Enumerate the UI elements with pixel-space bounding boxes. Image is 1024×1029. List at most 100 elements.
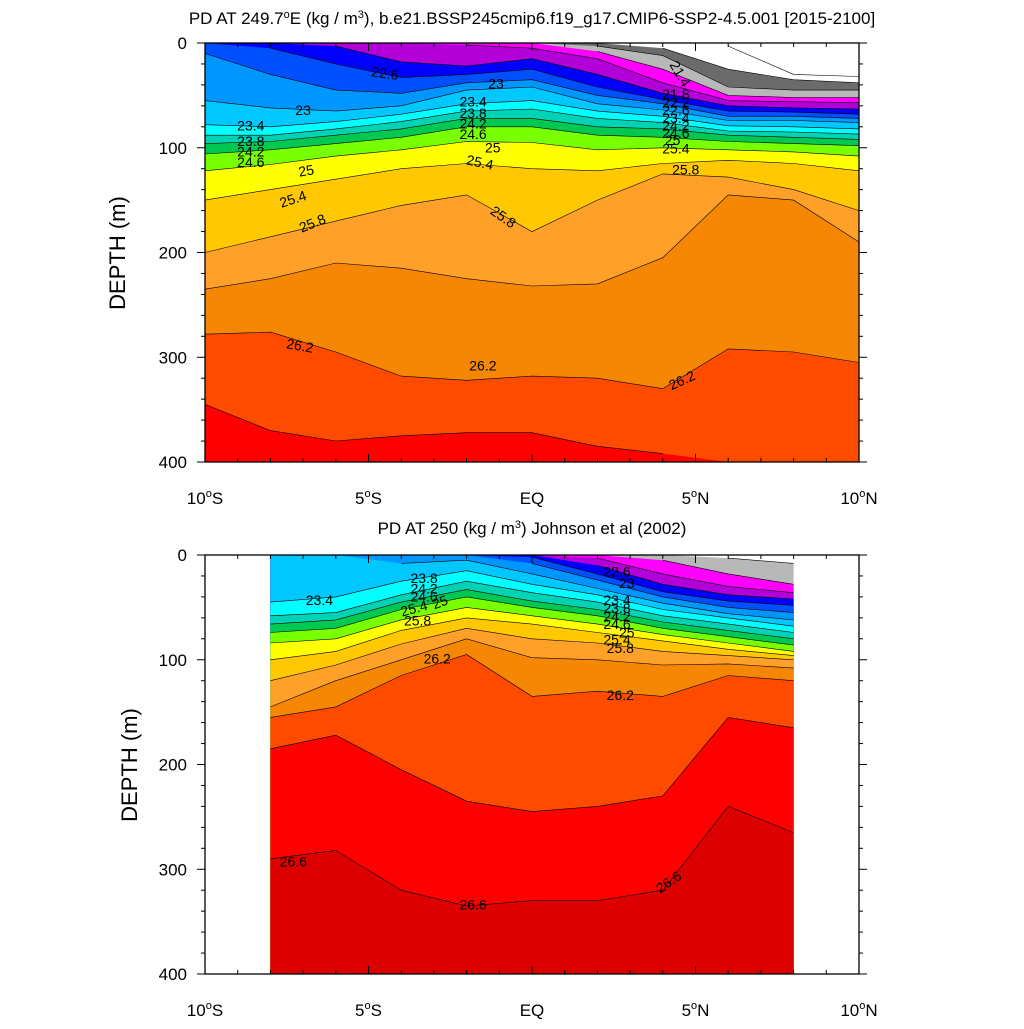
- contour-label: 22.6: [603, 564, 630, 580]
- contour-line: [662, 559, 794, 585]
- contour-line: [270, 580, 794, 633]
- axis-ticks: 10oS 5oS EQ 5oN 10oN 0 100 200 300 400: [159, 546, 878, 1020]
- panel-johnson-2002: PD AT 250 (kg / m3) Johnson et al (2002)…: [117, 519, 878, 1020]
- contour-label: 21.8: [662, 86, 689, 102]
- contour-line: [662, 47, 860, 84]
- contour-line: [204, 173, 860, 253]
- contour-line: [270, 570, 794, 627]
- contour-label: 25.8: [404, 613, 431, 629]
- contour-band: [205, 404, 859, 462]
- contour-label: 25: [619, 624, 635, 640]
- contour-line: [270, 596, 794, 646]
- axis-ticks: 10oS 5oS EQ 5oN 10oN 0 100 200 300 400: [159, 34, 878, 508]
- y-axis-label: DEPTH (m): [105, 196, 130, 310]
- panel-cesm-ssp245: PD AT 249.7oE (kg / m3), b.e21.BSSP245cm…: [105, 9, 878, 508]
- contour-line: [270, 717, 794, 812]
- contour-line: [204, 331, 860, 390]
- contour-line: [270, 627, 794, 681]
- contour-lines: [270, 556, 794, 907]
- contour-label: 25.8: [607, 640, 634, 656]
- contour-label: 26.2: [607, 687, 634, 703]
- contour-label: 24.6: [237, 154, 264, 170]
- contour-label: 24.6: [410, 589, 437, 605]
- contour-label: 23: [488, 76, 504, 92]
- contour-line: [335, 45, 860, 110]
- chart-title: PD AT 250 (kg / m3) Johnson et al (2002): [378, 519, 687, 538]
- contour-line: [597, 557, 794, 593]
- contour-label: 25.4: [465, 152, 495, 173]
- contour-label: 24.2: [410, 580, 437, 596]
- contour-line: [204, 86, 860, 123]
- contour-label: 23.8: [459, 105, 486, 121]
- contour-line: [205, 108, 860, 136]
- contour-label: 22.6: [370, 63, 399, 83]
- contour-line: [270, 654, 794, 718]
- contour-label: 25: [430, 592, 450, 612]
- contour-label: 23.8: [237, 133, 264, 149]
- x-tick-label: 5oN: [682, 1000, 710, 1020]
- contour-label: 23.8: [603, 600, 630, 616]
- contour-band: [205, 332, 859, 462]
- contour-label: 22.2: [662, 95, 689, 111]
- contour-lines: [204, 44, 860, 454]
- contour-band: [270, 806, 794, 974]
- contour-label: 25.4: [603, 632, 630, 648]
- contour-line: [270, 589, 794, 640]
- contour-label: 22.6: [662, 102, 689, 118]
- contour-line: [270, 607, 794, 652]
- contour-label: 25.4: [662, 141, 689, 157]
- x-tick-label: 10oS: [187, 488, 223, 508]
- contour-line: [270, 617, 794, 661]
- y-tick-label: 200: [159, 756, 187, 775]
- x-tick-label: 10oN: [840, 488, 877, 508]
- contour-label: 24.2: [459, 115, 486, 131]
- contour-label: 23.4: [459, 93, 486, 109]
- x-tick-label: EQ: [520, 1001, 545, 1020]
- contour-label: 25.8: [672, 162, 699, 178]
- y-axis-label: DEPTH (m): [117, 708, 142, 822]
- chart-title: PD AT 249.7oE (kg / m3), b.e21.BSSP245cm…: [189, 9, 875, 28]
- contour-label: 23.4: [306, 592, 333, 608]
- y-tick-label: 200: [159, 244, 187, 263]
- contour-label: 26.6: [280, 854, 307, 870]
- contour-line: [270, 638, 794, 708]
- contour-label: 26.6: [459, 897, 486, 913]
- contour-line: [728, 45, 860, 77]
- contour-label: 24.6: [662, 125, 689, 141]
- contour-label: 23: [619, 575, 635, 591]
- contour-line: [401, 559, 794, 621]
- contour-line: [204, 404, 663, 454]
- contour-label: 25: [297, 161, 315, 179]
- contour-line: [597, 51, 859, 98]
- contour-line: [204, 141, 860, 172]
- y-tick-label: 0: [178, 546, 187, 565]
- contour-line: [204, 159, 860, 201]
- contour-line: [270, 47, 860, 115]
- contour-label: 24.2: [237, 144, 264, 160]
- contour-label: 25: [485, 140, 501, 156]
- contour-line: [204, 194, 860, 290]
- contour-line: [597, 565, 794, 600]
- contour-label: 25.4: [399, 597, 430, 620]
- y-tick-label: 400: [159, 965, 187, 984]
- x-tick-label: 5oS: [355, 1000, 382, 1020]
- x-tick-label: 10oS: [187, 1000, 223, 1020]
- contour-line: [531, 563, 794, 613]
- contour-fills: [205, 43, 859, 463]
- contour-label: 23.4: [662, 110, 689, 126]
- contour-label: 26.2: [285, 335, 315, 356]
- contour-line: [597, 45, 859, 91]
- contour-label: 23: [295, 102, 311, 118]
- contour-label: 25: [665, 132, 681, 148]
- contour-label: 24.2: [603, 609, 630, 625]
- contour-fills: [270, 555, 794, 974]
- x-tick-label: 5oN: [682, 488, 710, 508]
- contour-line: [204, 100, 860, 130]
- contour-line: [204, 118, 860, 144]
- y-tick-label: 300: [159, 348, 187, 367]
- contour-label: 24.6: [459, 126, 486, 142]
- y-tick-label: 0: [178, 34, 187, 53]
- y-tick-label: 400: [159, 453, 187, 472]
